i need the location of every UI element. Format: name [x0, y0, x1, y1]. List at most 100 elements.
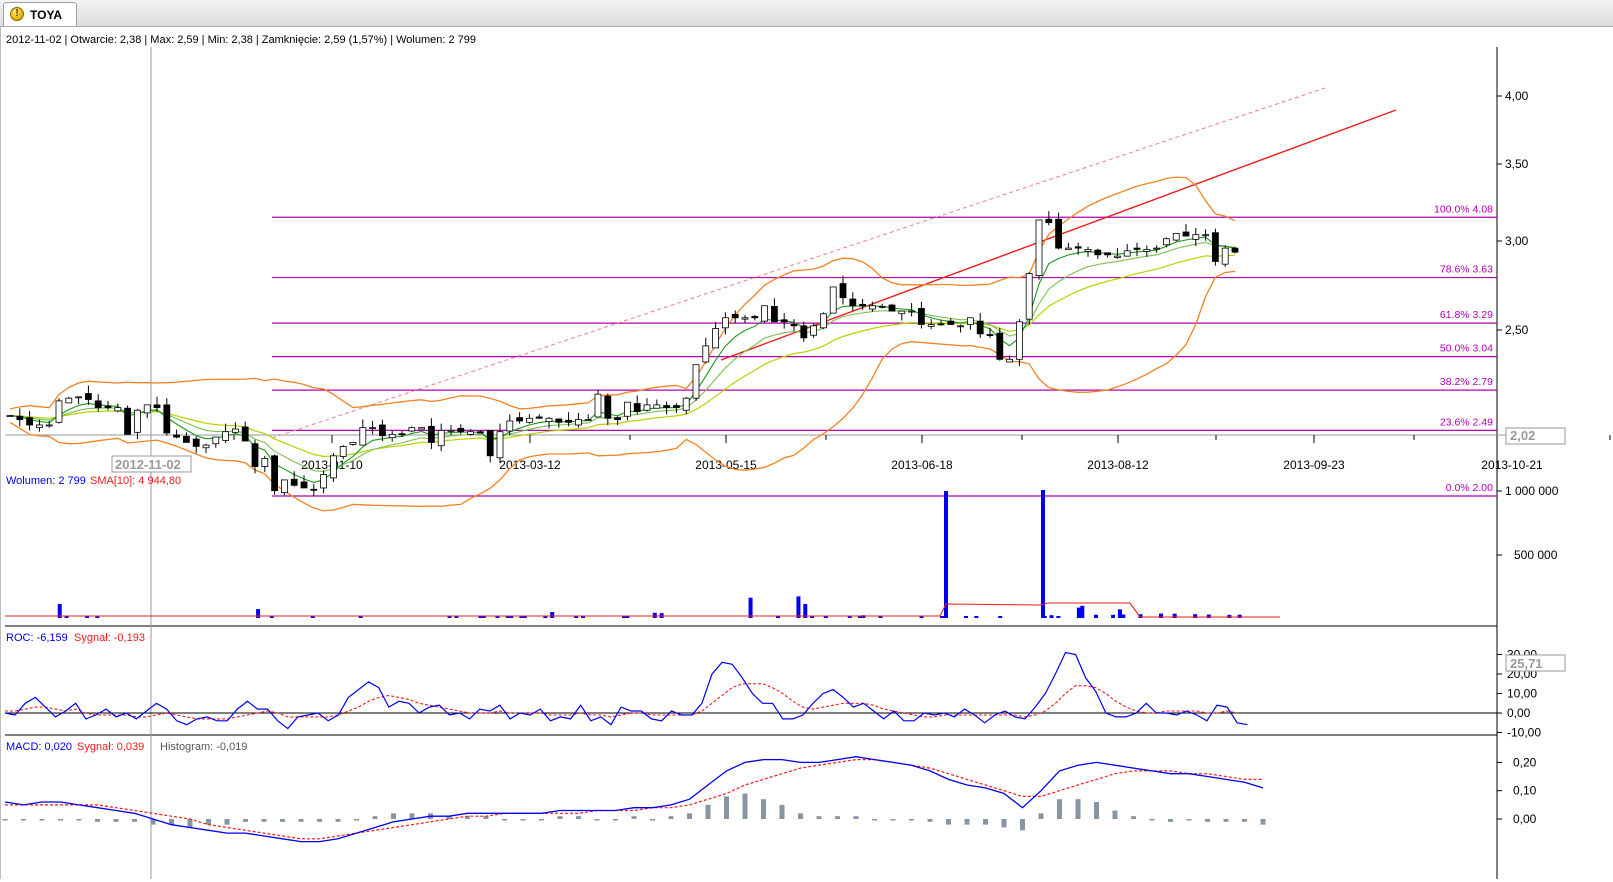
candle-body — [369, 427, 377, 430]
candle-body — [143, 404, 151, 414]
volume-bar — [964, 616, 969, 618]
candle-body — [261, 458, 269, 467]
y-tick-label: 4,00 — [1505, 89, 1529, 103]
y-tick-label: 3,50 — [1505, 157, 1529, 171]
x-tick-label: 2013-09-23 — [1283, 458, 1345, 472]
roc-y-label: 0,00 — [1507, 706, 1531, 720]
candle-body — [839, 283, 847, 299]
volume-bar — [481, 616, 486, 618]
candle-body — [1231, 247, 1239, 253]
macd-histogram-bar — [872, 819, 877, 821]
macd-histogram-bar — [853, 816, 859, 819]
candle-body — [133, 409, 141, 433]
candle-body — [947, 320, 955, 325]
candle-body — [94, 400, 102, 408]
candle-body — [280, 479, 288, 494]
candle-body — [1212, 232, 1219, 262]
macd-histogram-bar — [1038, 813, 1044, 819]
candle-body — [75, 396, 82, 399]
chart-svg[interactable]: 2013-01-102013-03-122013-05-152013-06-18… — [0, 27, 1613, 879]
candle-body — [1172, 232, 1180, 241]
volume-sma-line — [5, 602, 1280, 618]
candle-body — [849, 298, 857, 307]
macd-histogram-bar — [317, 819, 322, 822]
macd-histogram-bar — [1223, 819, 1229, 822]
macd-histogram-bar — [372, 816, 378, 819]
fib-label: 61.8% 3.29 — [1440, 309, 1493, 321]
macd-histogram-bar — [465, 816, 470, 819]
candle-body — [320, 474, 328, 489]
candle-body — [231, 428, 239, 433]
candle-body — [329, 455, 337, 479]
moving-average-slow — [9, 254, 1236, 458]
roc-crosshair-box — [1505, 654, 1566, 672]
candle-body — [349, 441, 357, 445]
volume-bar — [1093, 614, 1098, 618]
volume-bar — [1121, 614, 1126, 618]
chart-area[interactable]: 2012-11-02 | Otwarcie: 2,38 | Max: 2,59 … — [0, 27, 1613, 879]
candle-body — [1104, 252, 1111, 256]
candle-body — [682, 397, 690, 411]
macd-histogram-bar — [261, 819, 267, 822]
volume-bar — [519, 616, 524, 618]
candle-body — [1123, 250, 1131, 257]
candle-body — [310, 488, 318, 491]
macd-histogram-bar — [1001, 819, 1007, 828]
macd-histogram-bar — [354, 819, 359, 821]
candle-body — [104, 405, 112, 408]
candle-body — [1163, 238, 1170, 246]
candle-body — [986, 334, 994, 336]
candle-body — [761, 305, 768, 322]
candle-body — [927, 324, 935, 327]
volume-y-label: 500 000 — [1514, 548, 1558, 562]
candle-body — [790, 324, 798, 327]
macd-histogram-bar — [1260, 819, 1266, 825]
macd-histogram-bar — [890, 819, 896, 821]
volume-bar — [775, 616, 780, 618]
candle-body — [339, 446, 347, 457]
volume-bar — [625, 616, 630, 618]
candle-body — [967, 317, 974, 325]
candle-body — [173, 434, 181, 438]
volume-bar — [580, 616, 585, 618]
candle-body — [712, 328, 719, 349]
fib-label: 78.6% 3.63 — [1440, 264, 1493, 276]
candle-body — [1192, 234, 1200, 240]
candle-body — [222, 431, 230, 441]
volume-bar — [652, 612, 657, 618]
macd-histogram-bar — [95, 819, 100, 822]
candle-body — [957, 325, 964, 328]
candle-body — [271, 455, 279, 492]
candle-body — [212, 436, 220, 445]
macd-histogram-bar — [409, 813, 415, 819]
macd-y-label: 0,20 — [1513, 755, 1537, 769]
macd-histogram-bar — [58, 819, 63, 821]
candle-body — [1221, 247, 1229, 265]
y-tick-label: 2,50 — [1505, 323, 1529, 337]
candle-body — [516, 417, 523, 422]
macd-histogram-bar — [1168, 819, 1173, 822]
candle-body — [1153, 247, 1160, 250]
roc-legend-value: ROC: -6,159 — [6, 632, 68, 644]
volume-bar — [509, 616, 514, 618]
candle-body — [584, 419, 592, 422]
macd-histogram-bar — [446, 816, 452, 819]
fib-label: 38.2% 2.79 — [1440, 376, 1493, 388]
volume-bar — [505, 616, 510, 618]
tab-toya[interactable]: ! TOYA — [3, 2, 77, 26]
candle-body — [437, 429, 445, 447]
volume-bar — [878, 616, 883, 618]
x-tick-label: 2013-05-15 — [695, 458, 757, 472]
candle-body — [1084, 249, 1092, 252]
candle-body — [378, 424, 386, 437]
candle-body — [555, 418, 563, 423]
macd-histogram-bar — [76, 819, 82, 821]
candle-body — [614, 417, 621, 421]
volume-bar — [1056, 616, 1061, 618]
volume-y-label: 1 000 000 — [1505, 484, 1559, 498]
macd-y-label: 0,00 — [1513, 812, 1537, 826]
volume-legend-sma: SMA[10]: 4 944,80 — [90, 475, 181, 487]
volume-bar — [478, 616, 483, 618]
macd-histogram-bar — [391, 813, 396, 819]
candle-body — [486, 429, 494, 457]
